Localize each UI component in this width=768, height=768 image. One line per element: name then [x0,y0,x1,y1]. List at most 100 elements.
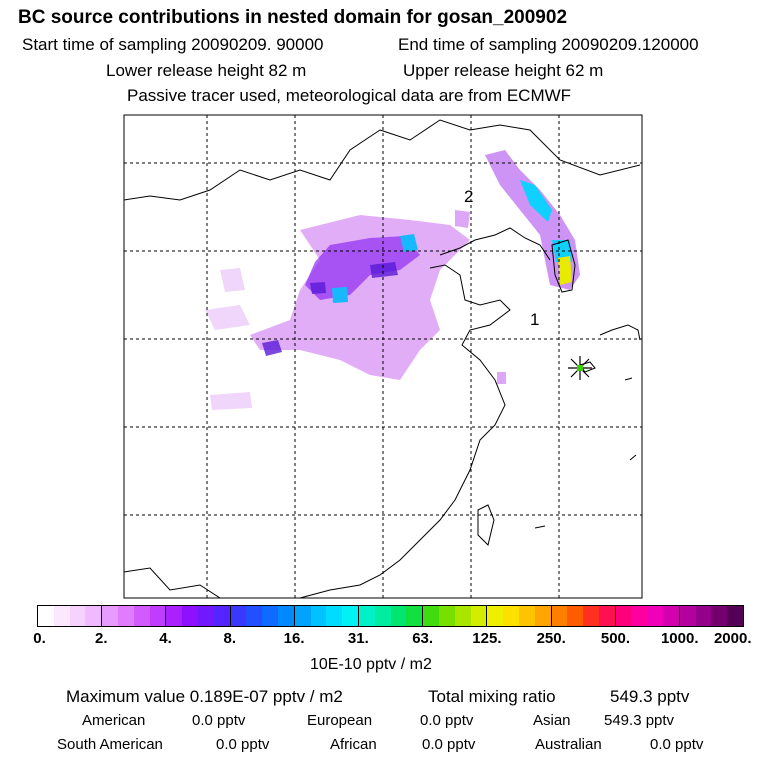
marker-label-1: 1 [530,310,539,329]
plume-core [305,236,420,300]
region-name: Australian [535,736,602,753]
colorbar-segment [567,606,584,626]
colorbar-tick-label: 63. [412,630,434,647]
colorbar-tick-label: 250. [536,630,566,647]
colorbar-segment [166,606,183,626]
colorbar-tick-label: 2. [95,630,108,647]
colorbar-segment [598,606,616,626]
colorbar-tick-label: 0. [33,630,46,647]
region-name: South American [57,736,163,753]
taiwan-outline [477,504,495,546]
colorbar-segment [85,606,103,626]
region-value: 0.0 pptv [422,736,476,753]
colorbar-tick-label: 1000. [660,630,699,647]
colorbar-segment [310,606,327,626]
colorbar-segment [423,606,439,626]
colorbar-tick-label: 16. [283,630,305,647]
upper-height-label: Upper release height 62 m [403,61,604,80]
colorbar-segment [277,606,295,626]
colorbar-units: 10E-10 pptv / m2 [310,656,432,673]
colorbar-segment [53,606,70,626]
region-value: 549.3 pptv [604,712,675,729]
coastline-china [299,264,511,598]
colorbar-segment [647,606,664,626]
colorbar-segment [631,606,648,626]
region-value: 0.0 pptv [650,736,704,753]
region-name: American [82,712,146,729]
colorbar-segment [503,606,519,626]
map-frame [123,114,643,599]
colorbar-segment [102,606,118,626]
region-value: 0.0 pptv [192,712,246,729]
tracer-note: Passive tracer used, meteorological data… [127,86,572,105]
receptor-dot [577,365,583,371]
colorbar-segment [117,606,134,626]
border-west [124,567,221,598]
colorbar-segment [727,606,744,626]
colorbar-segment [390,606,407,626]
region-name: African [330,736,377,753]
colorbar-segment [182,606,198,626]
colorbar-tick-label: 2000. [713,630,752,647]
plume-dark [262,262,398,356]
japan-outline [534,324,641,529]
colorbar-tick-labels: 0. 2. 4. 8. 16. 31. 63. 125. 250. 500. 1000. 2000. [0,630,768,650]
colorbar-tick-label: 4. [159,630,172,647]
colorbar-segment [454,606,471,626]
colorbar-segment [470,606,488,626]
colorbar-tick-label: 500. [600,630,631,647]
colorbar-segment [213,606,231,626]
border-line [124,119,641,201]
colorbar-segment [133,606,150,626]
colorbar-segment [262,606,278,626]
korea-outline [551,239,576,293]
total-mixing-value: 549.3 pptv [610,687,690,706]
region-name: Asian [533,712,571,729]
plume-purple-west [205,268,252,410]
colorbar-segment [663,606,680,626]
colorbar [37,605,744,627]
marker-label-2: 2 [464,187,473,206]
colorbar-segment [615,606,632,626]
colorbar-segment [149,606,167,626]
colorbar-segment [69,606,86,626]
colorbar-segment [438,606,455,626]
total-mixing-label: Total mixing ratio [428,687,556,706]
coastline-north [439,227,551,261]
colorbar-segment [326,606,343,626]
start-time-label: Start time of sampling 20090209. 90000 [22,35,324,54]
plot-title: BC source contributions in nested domain… [18,7,568,28]
lower-height-label: Lower release height 82 m [106,61,307,80]
colorbar-segment [551,606,568,626]
colorbar-tick-label: 125. [472,630,502,647]
plume-cyan [332,234,418,303]
colorbar-segment [230,606,247,626]
coastline-layer [124,119,641,598]
colorbar-segment [358,606,375,626]
region-value: 0.0 pptv [216,736,270,753]
colorbar-segment [679,606,696,626]
colorbar-segment [294,606,311,626]
region-value: 0.0 pptv [420,712,474,729]
colorbar-tick-label: 8. [223,630,237,647]
end-time-label: End time of sampling 20090209.120000 [398,35,699,54]
colorbar-segment [695,606,712,626]
colorbar-segment [711,606,728,626]
plume-layer [205,150,580,410]
colorbar-segment [197,606,214,626]
colorbar-segment [487,606,504,626]
grid-lines [124,115,642,598]
colorbar-segment [406,606,424,626]
region-name: European [307,712,373,729]
colorbar-segment [38,606,54,626]
colorbar-segment [342,606,359,626]
colorbar-segment [246,606,263,626]
colorbar-segment [518,606,535,626]
colorbar-segment [374,606,391,626]
plume-korea-yellow [558,256,572,285]
colorbar-tick-label: 31. [347,630,369,647]
max-value-label: Maximum value 0.189E-07 pptv / m2 [66,687,343,706]
colorbar-segment [534,606,552,626]
colorbar-segment [583,606,599,626]
